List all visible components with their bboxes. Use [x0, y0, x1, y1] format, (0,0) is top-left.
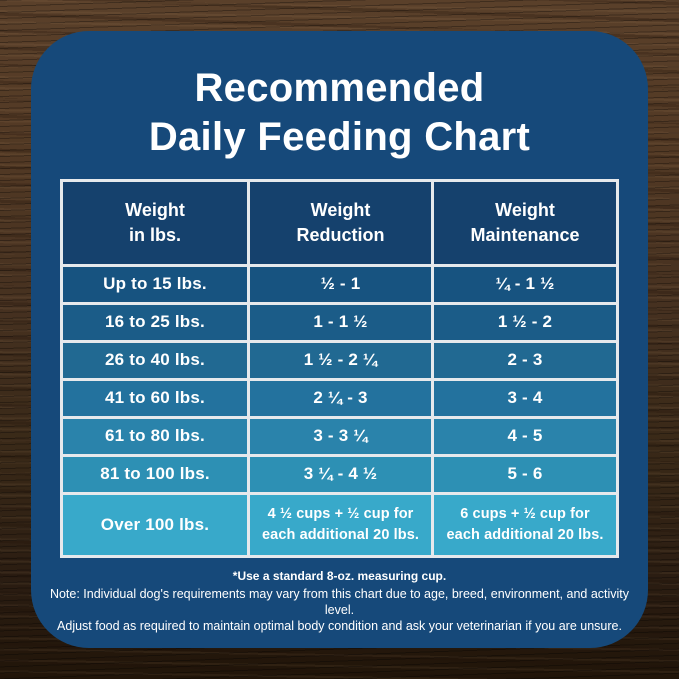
footnotes: *Use a standard 8-oz. measuring cup. Not… — [50, 569, 630, 634]
title-line2: Daily Feeding Chart — [148, 114, 531, 159]
reduction-cell: 1 ½ - 2 ¼ — [247, 339, 434, 381]
page-title: Recommended Daily Feeding Chart — [149, 64, 530, 162]
reduction-cell: 4 ½ cups + ½ cup for each additional 20 … — [247, 491, 434, 558]
reduction-cell: 3 - 3 ¼ — [247, 415, 434, 457]
table-row: 61 to 80 lbs. 3 - 3 ¼ 4 - 5 — [60, 415, 619, 457]
note-line1: Note: Individual dog's requirements may … — [49, 586, 630, 617]
maintenance-cell: 1 ½ - 2 — [431, 301, 619, 343]
reduction-cell: 1 - 1 ½ — [247, 301, 434, 343]
col-header-reduction: Weight Reduction — [247, 178, 434, 267]
feeding-chart-panel: Recommended Daily Feeding Chart Weight i… — [31, 31, 648, 648]
measuring-cup-note: *Use a standard 8-oz. measuring cup. — [232, 568, 447, 583]
weight-cell: 41 to 60 lbs. — [60, 377, 250, 419]
note-line2: Adjust food as required to maintain opti… — [57, 618, 622, 633]
maintenance-cell: 5 - 6 — [431, 453, 619, 495]
weight-cell: 61 to 80 lbs. — [60, 415, 250, 457]
reduction-cell: 2 ¼ - 3 — [247, 377, 434, 419]
table-row: 81 to 100 lbs. 3 ¼ - 4 ½ 5 - 6 — [60, 453, 619, 495]
table-row: 16 to 25 lbs. 1 - 1 ½ 1 ½ - 2 — [60, 301, 619, 343]
table-row: Up to 15 lbs. ½ - 1 ¼ - 1 ½ — [60, 263, 619, 305]
col-header-weight: Weight in lbs. — [60, 178, 250, 267]
table-row: 26 to 40 lbs. 1 ½ - 2 ¼ 2 - 3 — [60, 339, 619, 381]
weight-cell: 16 to 25 lbs. — [60, 301, 250, 343]
reduction-cell: ½ - 1 — [247, 263, 434, 305]
reduction-cell: 3 ¼ - 4 ½ — [247, 453, 434, 495]
col-header-maintenance: Weight Maintenance — [431, 178, 619, 267]
maintenance-cell: ¼ - 1 ½ — [431, 263, 619, 305]
weight-cell: 26 to 40 lbs. — [60, 339, 250, 381]
weight-cell: Up to 15 lbs. — [60, 263, 250, 305]
weight-cell: 81 to 100 lbs. — [60, 453, 250, 495]
maintenance-cell: 2 - 3 — [431, 339, 619, 381]
maintenance-cell: 4 - 5 — [431, 415, 619, 457]
table-row: 41 to 60 lbs. 2 ¼ - 3 3 - 4 — [60, 377, 619, 419]
header-row: Weight in lbs. Weight Reduction Weight M… — [60, 178, 619, 267]
maintenance-cell: 6 cups + ½ cup for each additional 20 lb… — [431, 491, 619, 558]
feeding-table: Weight in lbs. Weight Reduction Weight M… — [60, 178, 619, 558]
table-row: Over 100 lbs. 4 ½ cups + ½ cup for each … — [60, 491, 619, 558]
weight-cell: Over 100 lbs. — [60, 491, 250, 558]
maintenance-cell: 3 - 4 — [431, 377, 619, 419]
title-line1: Recommended — [194, 66, 485, 110]
